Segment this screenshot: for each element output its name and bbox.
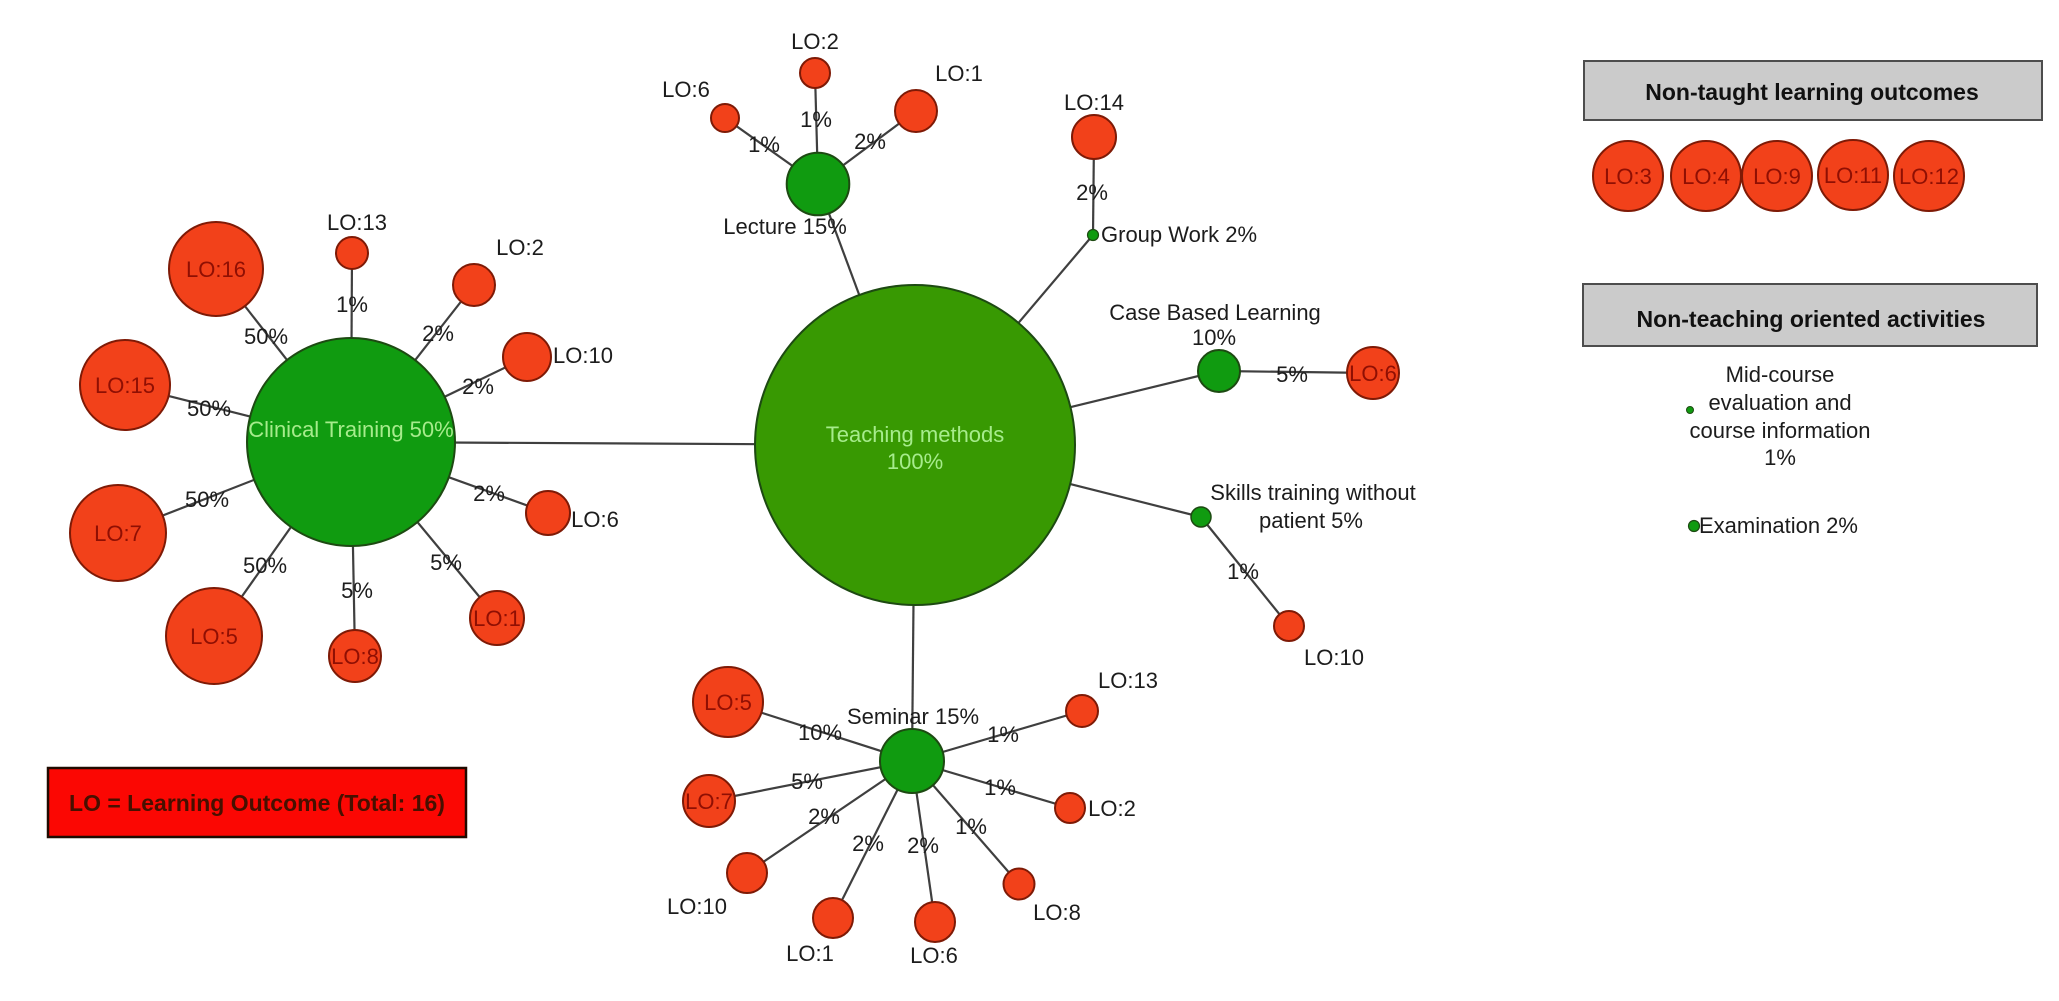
svg-text:LO:2: LO:2: [496, 235, 544, 260]
svg-text:Case Based Learning: Case Based Learning: [1109, 300, 1321, 325]
svg-text:LO:13: LO:13: [1098, 668, 1158, 693]
svg-text:50%: 50%: [244, 324, 288, 349]
svg-text:LO:9: LO:9: [1753, 164, 1801, 189]
svg-text:LO:7: LO:7: [94, 521, 142, 546]
svg-text:LO:5: LO:5: [704, 690, 752, 715]
svg-text:LO:4: LO:4: [1682, 164, 1730, 189]
svg-text:LO:10: LO:10: [1304, 645, 1364, 670]
svg-text:50%: 50%: [185, 487, 229, 512]
svg-text:evaluation and: evaluation and: [1708, 390, 1851, 415]
svg-text:2%: 2%: [1076, 180, 1108, 205]
svg-text:Group Work 2%: Group Work 2%: [1101, 222, 1257, 247]
svg-text:LO:2: LO:2: [1088, 796, 1136, 821]
svg-text:LO:6: LO:6: [571, 507, 619, 532]
svg-text:Seminar 15%: Seminar 15%: [847, 704, 979, 729]
svg-text:2%: 2%: [473, 481, 505, 506]
svg-text:2%: 2%: [808, 804, 840, 829]
svg-text:5%: 5%: [341, 578, 373, 603]
svg-text:1%: 1%: [955, 814, 987, 839]
svg-text:LO:3: LO:3: [1604, 164, 1652, 189]
svg-text:5%: 5%: [1276, 362, 1308, 387]
svg-text:2%: 2%: [852, 831, 884, 856]
svg-text:LO:6: LO:6: [910, 943, 958, 968]
svg-text:1%: 1%: [987, 722, 1019, 747]
svg-text:course information: course information: [1690, 418, 1871, 443]
svg-text:1%: 1%: [748, 132, 780, 157]
svg-text:LO:6: LO:6: [1349, 361, 1397, 386]
svg-text:Lecture 15%: Lecture 15%: [723, 214, 847, 239]
svg-text:2%: 2%: [422, 321, 454, 346]
svg-text:Examination 2%: Examination 2%: [1699, 513, 1858, 538]
svg-text:LO:8: LO:8: [1033, 900, 1081, 925]
svg-text:LO:13: LO:13: [327, 210, 387, 235]
svg-text:Mid-course: Mid-course: [1726, 362, 1835, 387]
svg-text:10%: 10%: [1192, 325, 1236, 350]
svg-text:1%: 1%: [800, 107, 832, 132]
svg-text:Non-teaching oriented activiti: Non-teaching oriented activities: [1637, 306, 1986, 332]
svg-text:LO:7: LO:7: [685, 789, 733, 814]
svg-text:5%: 5%: [791, 769, 823, 794]
svg-text:patient 5%: patient 5%: [1259, 508, 1363, 533]
svg-text:50%: 50%: [243, 553, 287, 578]
svg-text:1%: 1%: [336, 292, 368, 317]
svg-text:LO:14: LO:14: [1064, 90, 1124, 115]
svg-text:Skills training without: Skills training without: [1210, 480, 1415, 505]
svg-text:LO:15: LO:15: [95, 373, 155, 398]
svg-text:100%: 100%: [887, 449, 943, 474]
svg-text:LO = Learning Outcome (Total:: LO = Learning Outcome (Total: 16): [69, 790, 445, 816]
svg-text:1%: 1%: [1764, 445, 1796, 470]
svg-text:1%: 1%: [984, 775, 1016, 800]
svg-text:10%: 10%: [798, 720, 842, 745]
svg-text:2%: 2%: [854, 129, 886, 154]
svg-text:2%: 2%: [907, 833, 939, 858]
svg-text:LO:16: LO:16: [186, 257, 246, 282]
svg-text:Non-taught learning outcomes: Non-taught learning outcomes: [1645, 79, 1979, 105]
svg-text:LO:1: LO:1: [935, 61, 983, 86]
svg-text:LO:1: LO:1: [786, 941, 834, 966]
svg-text:LO:11: LO:11: [1824, 163, 1882, 188]
svg-text:LO:10: LO:10: [667, 894, 727, 919]
svg-text:LO:10: LO:10: [553, 343, 613, 368]
svg-text:5%: 5%: [430, 550, 462, 575]
svg-text:LO:2: LO:2: [791, 29, 839, 54]
svg-text:LO:6: LO:6: [662, 77, 710, 102]
svg-text:LO:5: LO:5: [190, 624, 238, 649]
svg-text:2%: 2%: [462, 374, 494, 399]
svg-text:1%: 1%: [1227, 559, 1259, 584]
svg-text:50%: 50%: [187, 396, 231, 421]
svg-text:LO:1: LO:1: [473, 606, 521, 631]
svg-text:LO:12: LO:12: [1899, 164, 1959, 189]
svg-text:LO:8: LO:8: [331, 644, 379, 669]
svg-text:Clinical Training 50%: Clinical Training 50%: [248, 417, 453, 442]
svg-text:Teaching methods: Teaching methods: [826, 422, 1005, 447]
